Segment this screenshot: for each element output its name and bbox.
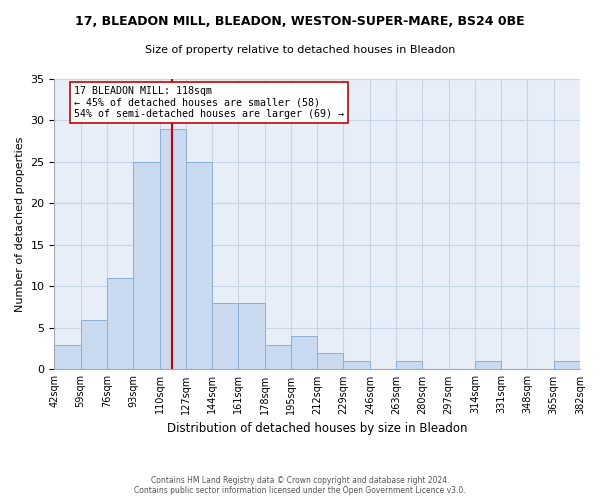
Bar bbox=[265, 344, 291, 370]
Text: Size of property relative to detached houses in Bleadon: Size of property relative to detached ho… bbox=[145, 45, 455, 55]
Bar bbox=[133, 162, 160, 370]
Bar bbox=[317, 353, 343, 370]
Bar bbox=[475, 361, 501, 370]
Bar bbox=[186, 162, 212, 370]
Bar bbox=[107, 278, 133, 370]
Text: 17, BLEADON MILL, BLEADON, WESTON-SUPER-MARE, BS24 0BE: 17, BLEADON MILL, BLEADON, WESTON-SUPER-… bbox=[75, 15, 525, 28]
Bar bbox=[160, 129, 186, 370]
Y-axis label: Number of detached properties: Number of detached properties bbox=[15, 136, 25, 312]
Text: 17 BLEADON MILL: 118sqm
← 45% of detached houses are smaller (58)
54% of semi-de: 17 BLEADON MILL: 118sqm ← 45% of detache… bbox=[74, 86, 344, 119]
X-axis label: Distribution of detached houses by size in Bleadon: Distribution of detached houses by size … bbox=[167, 422, 467, 435]
Bar bbox=[55, 344, 80, 370]
Bar bbox=[343, 361, 370, 370]
Bar bbox=[80, 320, 107, 370]
Bar bbox=[396, 361, 422, 370]
Bar bbox=[291, 336, 317, 370]
Bar bbox=[212, 303, 238, 370]
Bar bbox=[554, 361, 580, 370]
Bar bbox=[238, 303, 265, 370]
Text: Contains HM Land Registry data © Crown copyright and database right 2024.
Contai: Contains HM Land Registry data © Crown c… bbox=[134, 476, 466, 495]
